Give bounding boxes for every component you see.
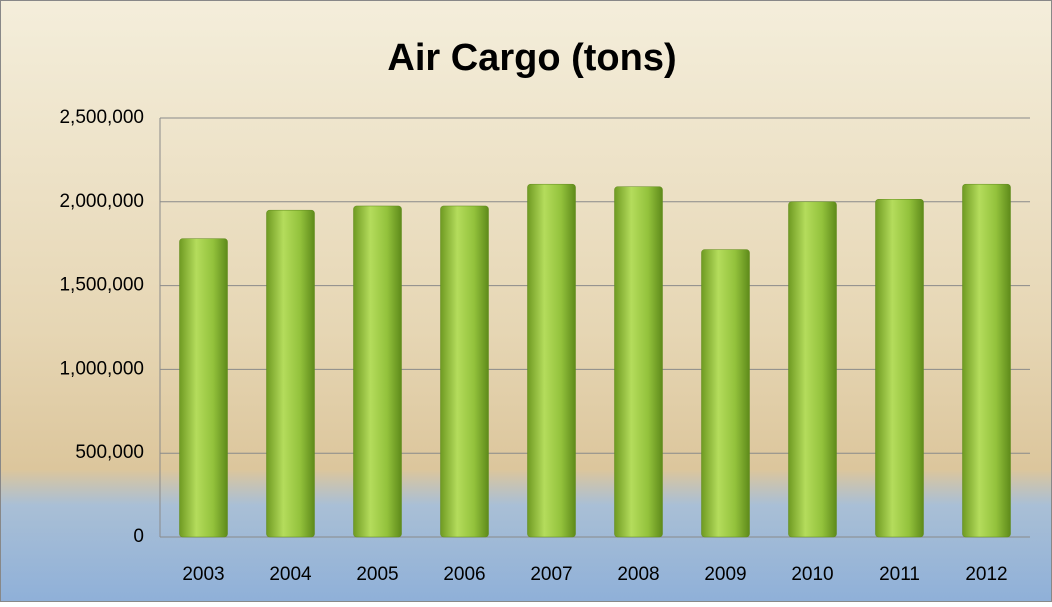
chart-title: Air Cargo (tons) [387, 37, 676, 79]
bar [962, 183, 1011, 538]
bar [266, 209, 315, 538]
y-tick-label: 2,000,000 [59, 191, 144, 212]
x-tick-label: 2005 [356, 564, 398, 585]
x-tick-label: 2012 [965, 564, 1007, 585]
bar [701, 249, 750, 538]
x-tick-label: 2006 [443, 564, 485, 585]
x-tick-label: 2009 [704, 564, 746, 585]
bar [614, 186, 663, 538]
y-tick-label: 0 [133, 526, 144, 547]
bar [353, 205, 402, 538]
bar [527, 183, 576, 538]
x-tick-label: 2003 [182, 564, 224, 585]
bar [440, 205, 489, 538]
x-tick-label: 2004 [269, 564, 312, 585]
y-tick-label: 1,500,000 [59, 275, 144, 296]
y-tick-label: 1,000,000 [59, 358, 144, 379]
bar [875, 199, 924, 538]
x-tick-label: 2011 [879, 564, 920, 585]
bar [179, 238, 228, 538]
y-tick-label: 500,000 [75, 442, 144, 463]
y-tick-label: 2,500,000 [59, 107, 144, 128]
x-tick-label: 2010 [791, 564, 833, 585]
bar [788, 201, 837, 538]
x-tick-label: 2008 [617, 564, 659, 585]
x-tick-label: 2007 [530, 564, 572, 585]
